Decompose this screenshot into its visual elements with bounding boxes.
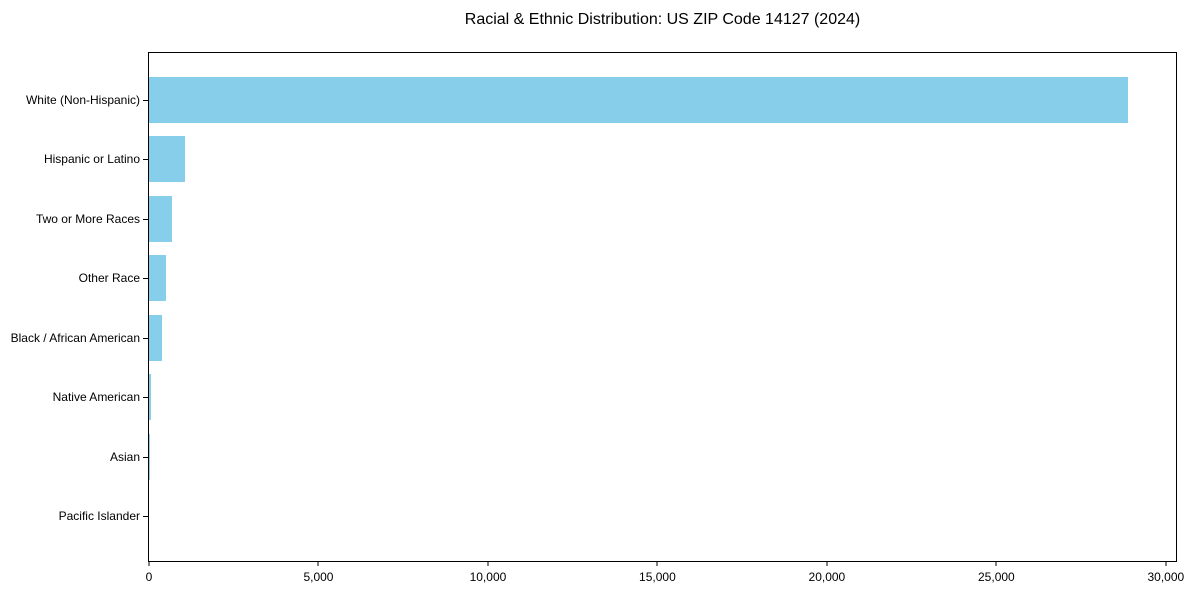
bar-hispanic-or-latino xyxy=(149,136,185,183)
x-tick-label: 20,000 xyxy=(808,570,846,584)
x-tick-mark xyxy=(1165,561,1167,566)
y-tick-label: Asian xyxy=(109,449,140,464)
x-tick-label: 30,000 xyxy=(1147,570,1185,584)
x-tick-mark xyxy=(656,561,658,566)
bar-other-race xyxy=(149,255,167,302)
bar-row: Black / African American xyxy=(11,308,1176,368)
bar-row: Two or More Races xyxy=(36,189,1176,249)
y-tick-label: Black / African American xyxy=(10,330,140,345)
y-tick-mark xyxy=(143,516,148,518)
y-tick-label: Native American xyxy=(52,390,140,405)
y-tick-mark xyxy=(143,337,148,339)
y-tick-mark xyxy=(143,99,148,101)
bar-row: Native American xyxy=(53,368,1176,428)
y-tick-mark xyxy=(143,218,148,220)
y-tick-label: Pacific Islander xyxy=(58,509,140,524)
x-tick-label: 25,000 xyxy=(978,570,1015,584)
x-tick-mark xyxy=(995,561,997,566)
chart-title: Racial & Ethnic Distribution: US ZIP Cod… xyxy=(464,11,861,28)
x-axis: 0 5,000 10,000 15,000 20,000 25,000 30,000 xyxy=(145,561,1184,600)
x-tick-mark xyxy=(826,561,828,566)
bar-white-non-hispanic xyxy=(149,76,1129,123)
y-tick-mark xyxy=(143,159,148,161)
bar-black-african-american xyxy=(149,314,162,361)
y-tick-mark xyxy=(143,278,148,280)
x-tick-mark xyxy=(487,561,489,566)
bar-row: Other Race xyxy=(79,249,1176,309)
bar-row: Asian xyxy=(110,427,1176,487)
x-tick-mark xyxy=(148,561,150,566)
y-tick-label: Two or More Races xyxy=(35,211,140,226)
y-tick-label: Hispanic or Latino xyxy=(43,152,140,167)
bar-native-american xyxy=(149,374,152,421)
x-tick-label: 10,000 xyxy=(469,570,507,584)
x-tick-label: 5,000 xyxy=(303,570,334,584)
bar-asian xyxy=(149,433,150,480)
y-tick-mark xyxy=(143,456,148,458)
bar-row: Pacific Islander xyxy=(59,487,1176,547)
bar-row: White (Non-Hispanic) xyxy=(26,70,1176,130)
x-tick-mark xyxy=(317,561,319,566)
plot-area: White (Non-Hispanic) Hispanic or Latino Tw… xyxy=(11,52,1184,584)
y-tick-mark xyxy=(143,397,148,399)
bar-row: Hispanic or Latino xyxy=(44,130,1176,190)
x-tick-label: 0 xyxy=(145,570,153,584)
x-tick-label: 15,000 xyxy=(639,570,676,584)
y-tick-label: Other Race xyxy=(78,271,140,286)
bar-two-or-more-races xyxy=(149,195,172,242)
bar-rows: White (Non-Hispanic) Hispanic or Latino Tw… xyxy=(11,53,1176,561)
y-tick-label: White (Non-Hispanic) xyxy=(25,92,140,107)
